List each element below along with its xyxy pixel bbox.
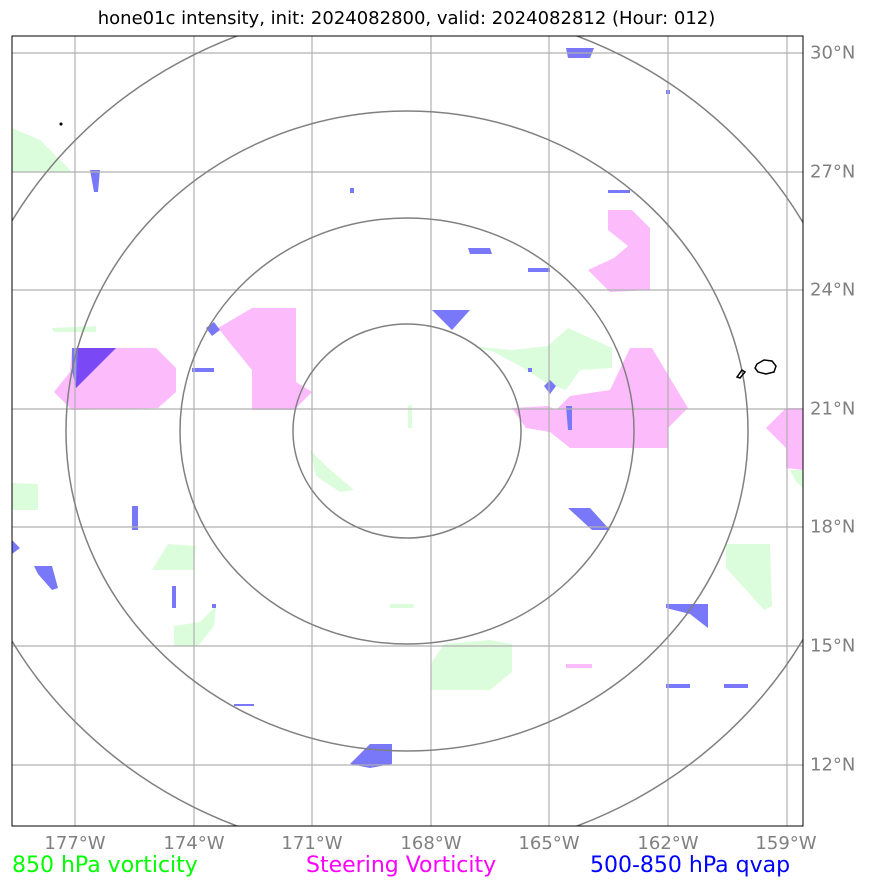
coastline: [59, 122, 777, 379]
legend-qvap: 500-850 hPa qvap: [590, 853, 791, 878]
map-frame: [11, 35, 804, 827]
island-outline: [754, 359, 777, 375]
map-background: [12, 36, 803, 826]
lon-label: 165°W: [518, 833, 580, 854]
lat-label: 12°N: [810, 754, 856, 776]
legend-850-vorticity: 850 hPa vorticity: [12, 853, 198, 878]
range-ring-3: [65, 110, 749, 752]
lon-label: 159°W: [755, 833, 817, 854]
range-rings: [12, 36, 803, 826]
lon-label: 162°W: [637, 833, 699, 854]
range-ring-1: [292, 323, 522, 539]
lat-lon-gridlines: [12, 36, 803, 826]
lon-label: 168°W: [400, 833, 462, 854]
lat-label: 24°N: [810, 279, 856, 301]
lat-label: 18°N: [810, 516, 856, 538]
lon-label: 174°W: [163, 833, 225, 854]
lat-label: 27°N: [810, 161, 856, 183]
lat-label: 30°N: [810, 42, 856, 64]
island-outline: [735, 368, 747, 379]
lon-label: 171°W: [281, 833, 343, 854]
legend-steering-vorticity: Steering Vorticity: [306, 853, 497, 878]
island-outline: [59, 122, 63, 126]
lon-label: 177°W: [44, 833, 106, 854]
qvap-overlap-fill: [76, 348, 116, 388]
map-title: hone01c intensity, init: 2024082800, val…: [97, 8, 716, 29]
vorticity-850-fill: [12, 128, 803, 690]
lat-label: 15°N: [810, 635, 856, 657]
lat-label: 21°N: [810, 398, 856, 420]
range-ring-2: [179, 217, 635, 645]
